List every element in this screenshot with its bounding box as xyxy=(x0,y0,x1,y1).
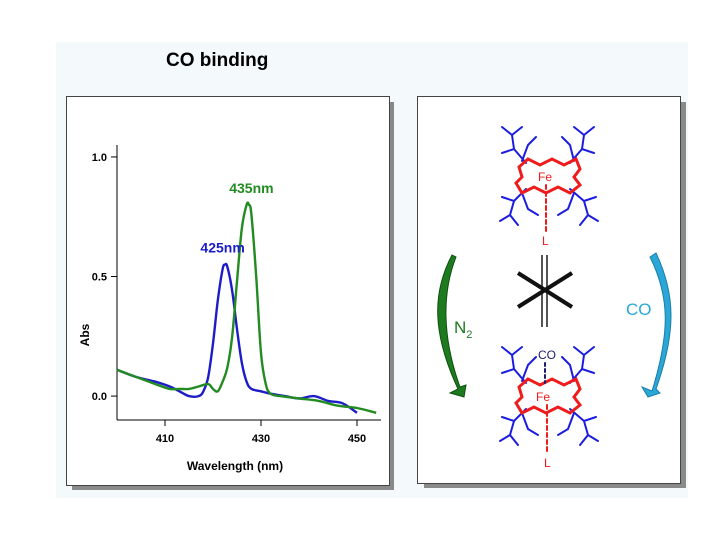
scheme-panel: Fe L Fe CO xyxy=(417,96,681,484)
porphyrin-ring-bottom xyxy=(514,376,583,415)
y-axis-label: Abs xyxy=(78,323,92,346)
x-tick-label: 430 xyxy=(252,433,270,445)
chart-panel: 0.0 0.5 1.0 410 430 450 Wavelength (nm) Abs 425n… xyxy=(66,96,390,486)
porphyrin-ring-top xyxy=(514,156,583,195)
y-tick-label: 0.5 xyxy=(92,272,107,284)
series-line-2 xyxy=(116,201,377,414)
blocked-equilibrium-symbol xyxy=(516,255,574,327)
co-binding-arrow xyxy=(640,252,672,398)
fe-label-bottom: Fe xyxy=(536,390,550,404)
co-label-bottom: CO xyxy=(538,348,556,362)
cross-stroke-2 xyxy=(516,271,574,309)
page-title: CO binding xyxy=(166,50,269,71)
x-tick-label: 450 xyxy=(348,433,366,445)
peak-annotation-2: 435nm xyxy=(229,180,273,196)
heme-complex-top: Fe L xyxy=(499,126,599,248)
l-label-bottom: L xyxy=(544,456,551,470)
co-arrow-label: CO xyxy=(626,300,652,319)
peak-annotation-1: 425nm xyxy=(200,240,244,256)
y-tick-label: 1.0 xyxy=(92,152,107,164)
heme-complex-bottom: Fe CO L xyxy=(499,346,599,470)
l-label-top: L xyxy=(542,234,549,248)
y-tick-label: 0.0 xyxy=(92,391,107,403)
x-axis-label: Wavelength (nm) xyxy=(187,459,283,473)
absorbance-chart: 0.0 0.5 1.0 410 430 450 Wavelength (nm) Abs 425n… xyxy=(78,145,381,473)
x-tick-label: 410 xyxy=(156,433,174,445)
n2-label: N2 xyxy=(454,318,472,341)
slide-background: CO binding 0.0 0.5 1.0 410 430 450 Wavelength … xyxy=(56,42,688,498)
fe-label-top: Fe xyxy=(538,170,552,184)
binding-scheme: Fe L Fe CO xyxy=(437,126,672,470)
substituent-groups-bottom xyxy=(499,346,599,446)
n2-binding-arrow xyxy=(437,254,467,398)
substituent-groups-top xyxy=(499,126,599,226)
